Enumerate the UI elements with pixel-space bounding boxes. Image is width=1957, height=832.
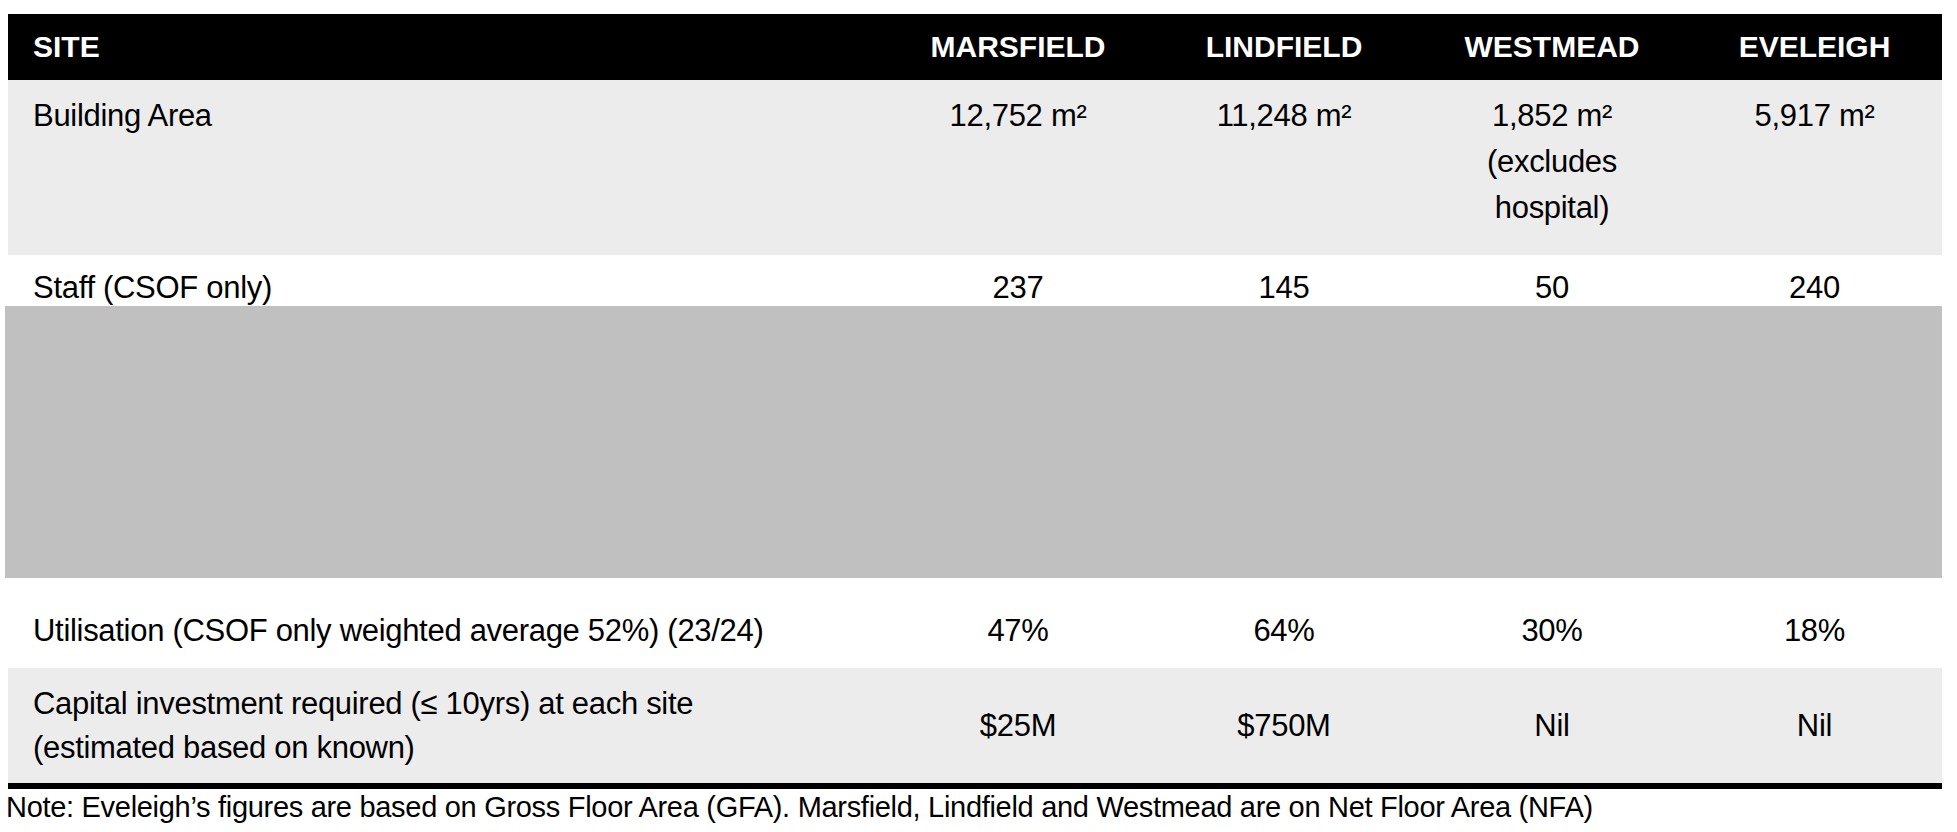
row-label-building-area: Building Area	[8, 80, 885, 255]
header-cell-marsfield: MARSFIELD	[885, 14, 1151, 80]
cell-capital-westmead: Nil	[1417, 668, 1687, 783]
cell-building-area-eveleigh: 5,917 m²	[1687, 80, 1942, 255]
row-utilisation: Utilisation (CSOF only weighted average …	[8, 593, 1942, 668]
redaction-block	[5, 306, 1942, 578]
footnote-text: Note: Eveleigh’s figures are based on Gr…	[6, 791, 1593, 824]
header-cell-lindfield: LINDFIELD	[1151, 14, 1417, 80]
cell-utilisation-eveleigh: 18%	[1687, 593, 1942, 668]
cell-utilisation-marsfield: 47%	[885, 593, 1151, 668]
capital-label-line1: Capital investment required (≤ 10yrs) at…	[33, 682, 693, 726]
cell-capital-eveleigh: Nil	[1687, 668, 1942, 783]
row-label-utilisation: Utilisation (CSOF only weighted average …	[8, 593, 885, 668]
cell-utilisation-westmead: 30%	[1417, 593, 1687, 668]
row-label-capital-investment: Capital investment required (≤ 10yrs) at…	[8, 668, 885, 783]
cell-building-area-lindfield: 11,248 m²	[1151, 80, 1417, 255]
westmead-area-caveat-line2: hospital)	[1487, 185, 1617, 231]
table-header-row: SITE MARSFIELD LINDFIELD WESTMEAD EVELEI…	[8, 14, 1942, 80]
row-building-area: Building Area 12,752 m² 11,248 m² 1,852 …	[8, 80, 1942, 255]
cell-capital-lindfield: $750M	[1151, 668, 1417, 783]
westmead-area-value: 1,852 m²	[1487, 93, 1617, 139]
cell-utilisation-lindfield: 64%	[1151, 593, 1417, 668]
header-cell-westmead: WESTMEAD	[1417, 14, 1687, 80]
westmead-area-caveat-line1: (excludes	[1487, 139, 1617, 185]
header-cell-eveleigh: EVELEIGH	[1687, 14, 1942, 80]
cell-building-area-marsfield: 12,752 m²	[885, 80, 1151, 255]
cell-capital-marsfield: $25M	[885, 668, 1151, 783]
document-page: SITE MARSFIELD LINDFIELD WESTMEAD EVELEI…	[0, 0, 1957, 832]
capital-label-line2: (estimated based on known)	[33, 726, 415, 770]
cell-building-area-westmead: 1,852 m² (excludes hospital)	[1417, 80, 1687, 255]
table-bottom-rule	[8, 783, 1942, 789]
row-capital-investment: Capital investment required (≤ 10yrs) at…	[8, 668, 1942, 783]
header-cell-site: SITE	[8, 14, 885, 80]
